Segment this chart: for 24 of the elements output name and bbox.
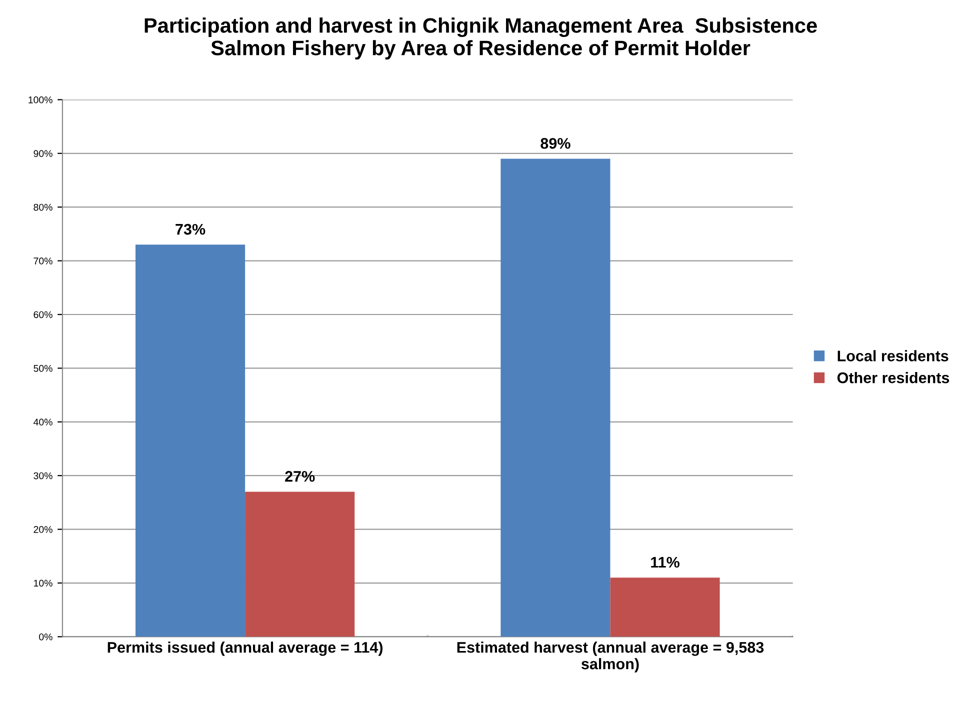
bar [500,158,610,637]
bar [610,578,720,637]
y-tick-label: 40% [34,418,52,426]
bar [245,492,355,637]
legend-label: Other residents [837,372,950,384]
chart-title: Participation and harvest in Chignik Management Area Subsistence Salmon Fishery by Area of Residence of Permit Holder [144,18,817,60]
legend-label: Local residents [838,350,948,362]
y-tick-label: 60% [34,311,52,318]
bar [136,244,246,637]
y-tick-label: 80% [34,204,52,211]
y-tick-label: 30% [34,472,52,480]
data-label: 11% [651,556,680,568]
data-label: 27% [285,470,315,482]
y-tick-label: 0% [39,633,52,640]
y-tick-label: 100% [28,96,52,104]
x-tick-label: Permits issued (annual average = 114) [108,642,383,656]
y-tick-label: 70% [34,258,52,264]
x-tick-label: Estimated harvest (annual average = 9,583 salmon) [457,642,764,672]
y-tick-label: 90% [34,150,52,158]
data-label: 73% [176,224,206,235]
y-tick-label: 20% [34,526,52,533]
y-tick-label: 10% [34,580,52,587]
data-label: 89% [540,138,570,149]
y-tick-label: 50% [34,364,52,372]
